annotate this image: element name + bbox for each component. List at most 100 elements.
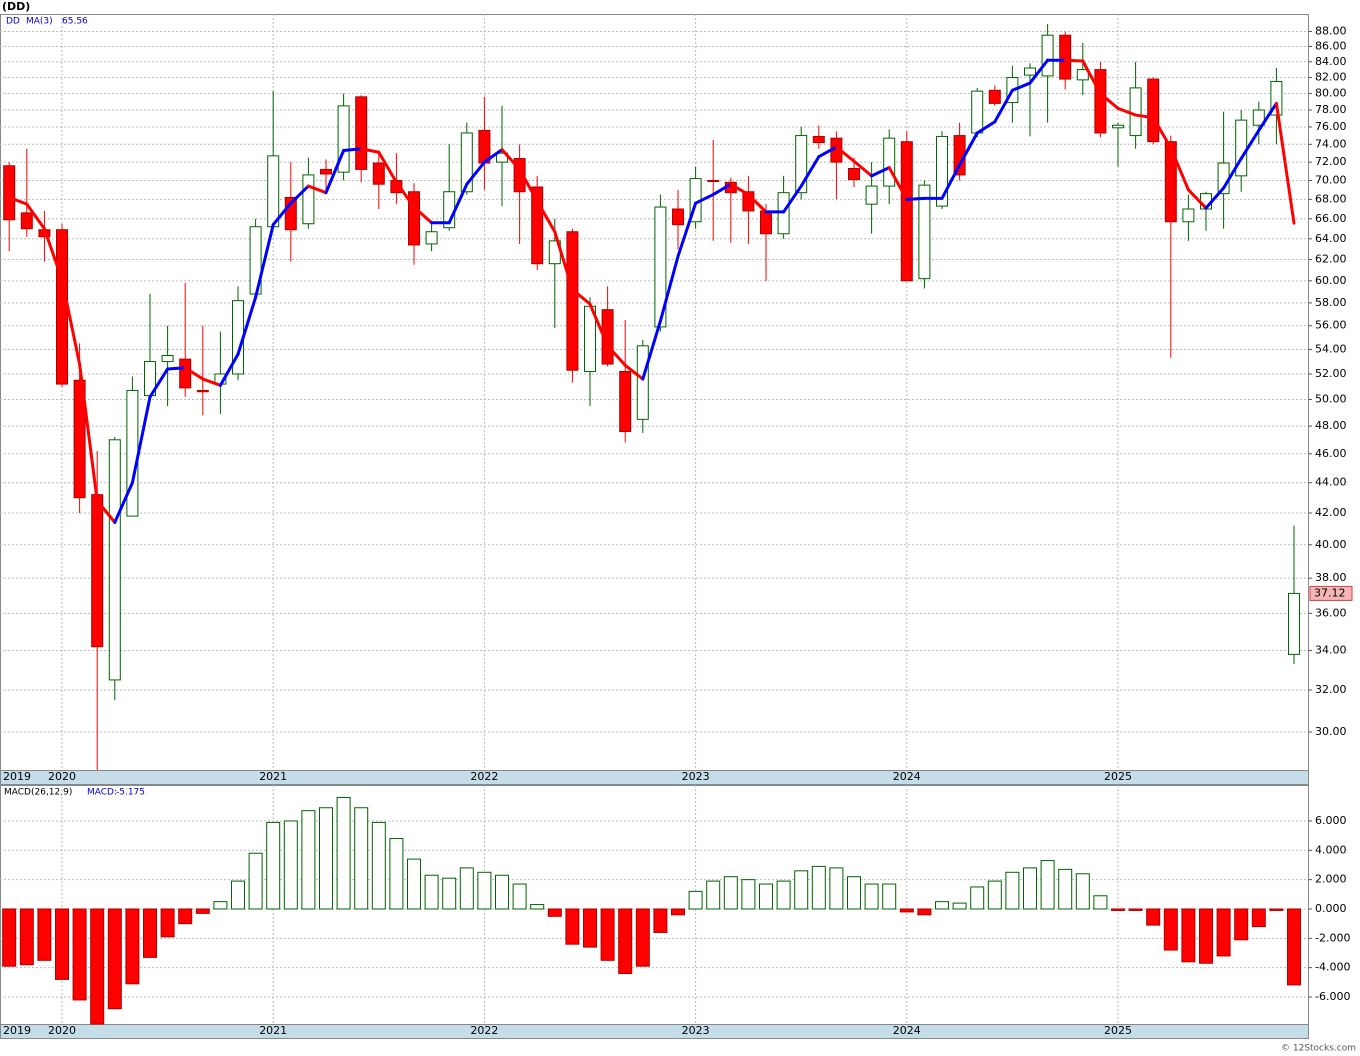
candle-body <box>1024 67 1036 76</box>
y-tick-label: 84.00 <box>1315 55 1347 68</box>
macd-bar <box>371 821 386 910</box>
y-tick-label: 6.000 <box>1315 814 1347 827</box>
macd-bar <box>1181 908 1196 963</box>
macd-bar <box>354 807 369 910</box>
candle-body <box>795 135 808 194</box>
macd-bar <box>864 883 879 910</box>
macd-bar <box>107 908 122 1010</box>
x-tick-label: 2023 <box>682 1024 710 1037</box>
candle-body <box>1270 80 1283 116</box>
macd-bar <box>547 908 562 917</box>
ma-segment <box>905 196 926 201</box>
candle-body <box>284 196 297 231</box>
candle-body <box>355 96 368 170</box>
macd-bar <box>653 908 668 933</box>
ma-segment <box>78 362 99 503</box>
ma-segment <box>1274 101 1296 225</box>
ma-segment <box>834 145 856 163</box>
x-tick-label: 2022 <box>470 770 498 783</box>
y-tick-label: 88.00 <box>1315 25 1347 38</box>
macd-bar <box>1251 908 1266 928</box>
ma-segment <box>306 184 328 195</box>
ma-segment <box>500 148 522 171</box>
ma-segment <box>1257 101 1278 132</box>
candle-body <box>760 210 772 235</box>
y-tick-label: 56.00 <box>1315 319 1347 332</box>
ma-segment <box>729 182 750 197</box>
candle-body <box>302 174 315 225</box>
x-tick-label: 2025 <box>1104 1024 1132 1037</box>
macd-bar <box>635 908 650 967</box>
macd-bar <box>143 908 157 958</box>
ma-segment <box>782 184 803 214</box>
candle-body <box>56 229 68 385</box>
candle-body <box>971 90 984 134</box>
macd-title: MACD(26,12,9) <box>4 788 72 798</box>
y-tick-label: -4.000 <box>1315 961 1350 974</box>
macd-bar <box>160 908 175 938</box>
ma-segment <box>289 184 310 205</box>
macd-bar <box>917 908 932 916</box>
macd-bar <box>723 876 738 910</box>
chart-title: (DD) <box>2 0 30 13</box>
y-tick-label: 54.00 <box>1315 342 1347 355</box>
y-tick-label: 60.00 <box>1315 274 1347 287</box>
y-tick-label: 2.000 <box>1315 873 1347 886</box>
y-tick-label: -6.000 <box>1315 990 1350 1003</box>
macd-bar <box>125 908 140 985</box>
y-tick-label: 46.00 <box>1315 447 1347 460</box>
y-tick-label: 74.00 <box>1315 137 1347 150</box>
macd-bar <box>600 908 615 961</box>
y-tick-label: 30.00 <box>1315 725 1347 738</box>
x-tick-label: 2024 <box>893 1024 921 1037</box>
candle-body <box>1129 87 1142 137</box>
ma-segment <box>623 363 645 381</box>
ma-segment <box>465 160 486 186</box>
macd-bar <box>1058 868 1073 910</box>
macd-bar <box>1023 867 1037 910</box>
ma-segment <box>1222 157 1243 190</box>
candle-body <box>425 231 438 245</box>
legend-ma: MA(3) <box>26 17 53 27</box>
candle-body <box>20 212 33 230</box>
candle-body <box>3 165 16 221</box>
macd-bar <box>459 867 474 910</box>
y-tick-label: 58.00 <box>1315 296 1347 309</box>
ma-segment <box>148 367 170 399</box>
macd-bar <box>407 858 421 910</box>
macd-bar <box>706 880 721 910</box>
ma-segment <box>658 254 680 323</box>
macd-bar <box>1269 908 1284 911</box>
macd-bar <box>37 908 52 961</box>
candle-body <box>601 309 614 365</box>
candle-body <box>900 141 913 282</box>
y-tick-label: 34.00 <box>1315 644 1347 657</box>
candle-body <box>812 135 825 144</box>
y-tick-label: 82.00 <box>1315 70 1347 83</box>
macd-bar <box>495 874 509 910</box>
candle-body <box>707 179 720 182</box>
candle-body <box>320 168 332 175</box>
macd-bar <box>19 908 34 966</box>
macd-bar <box>1093 895 1108 910</box>
y-tick-label: 0.000 <box>1315 902 1347 915</box>
y-tick-label: 52.00 <box>1315 367 1347 380</box>
ma-segment <box>553 230 574 292</box>
ma-segment <box>42 227 64 282</box>
candle-body <box>91 494 104 648</box>
macd-bar <box>248 852 263 910</box>
macd-bar <box>389 838 404 910</box>
macd-bar <box>671 908 685 916</box>
macd-bar <box>811 865 826 910</box>
ma-segment <box>588 302 610 348</box>
candle-body <box>179 358 192 389</box>
candle-body <box>108 439 121 681</box>
candle-body <box>1182 208 1195 223</box>
candle-body <box>566 231 579 371</box>
ma-segment <box>482 148 504 164</box>
ma-segment <box>535 199 557 234</box>
x-tick-label: 2021 <box>259 770 287 783</box>
macd-bar <box>424 874 439 910</box>
candle-body <box>267 155 280 228</box>
